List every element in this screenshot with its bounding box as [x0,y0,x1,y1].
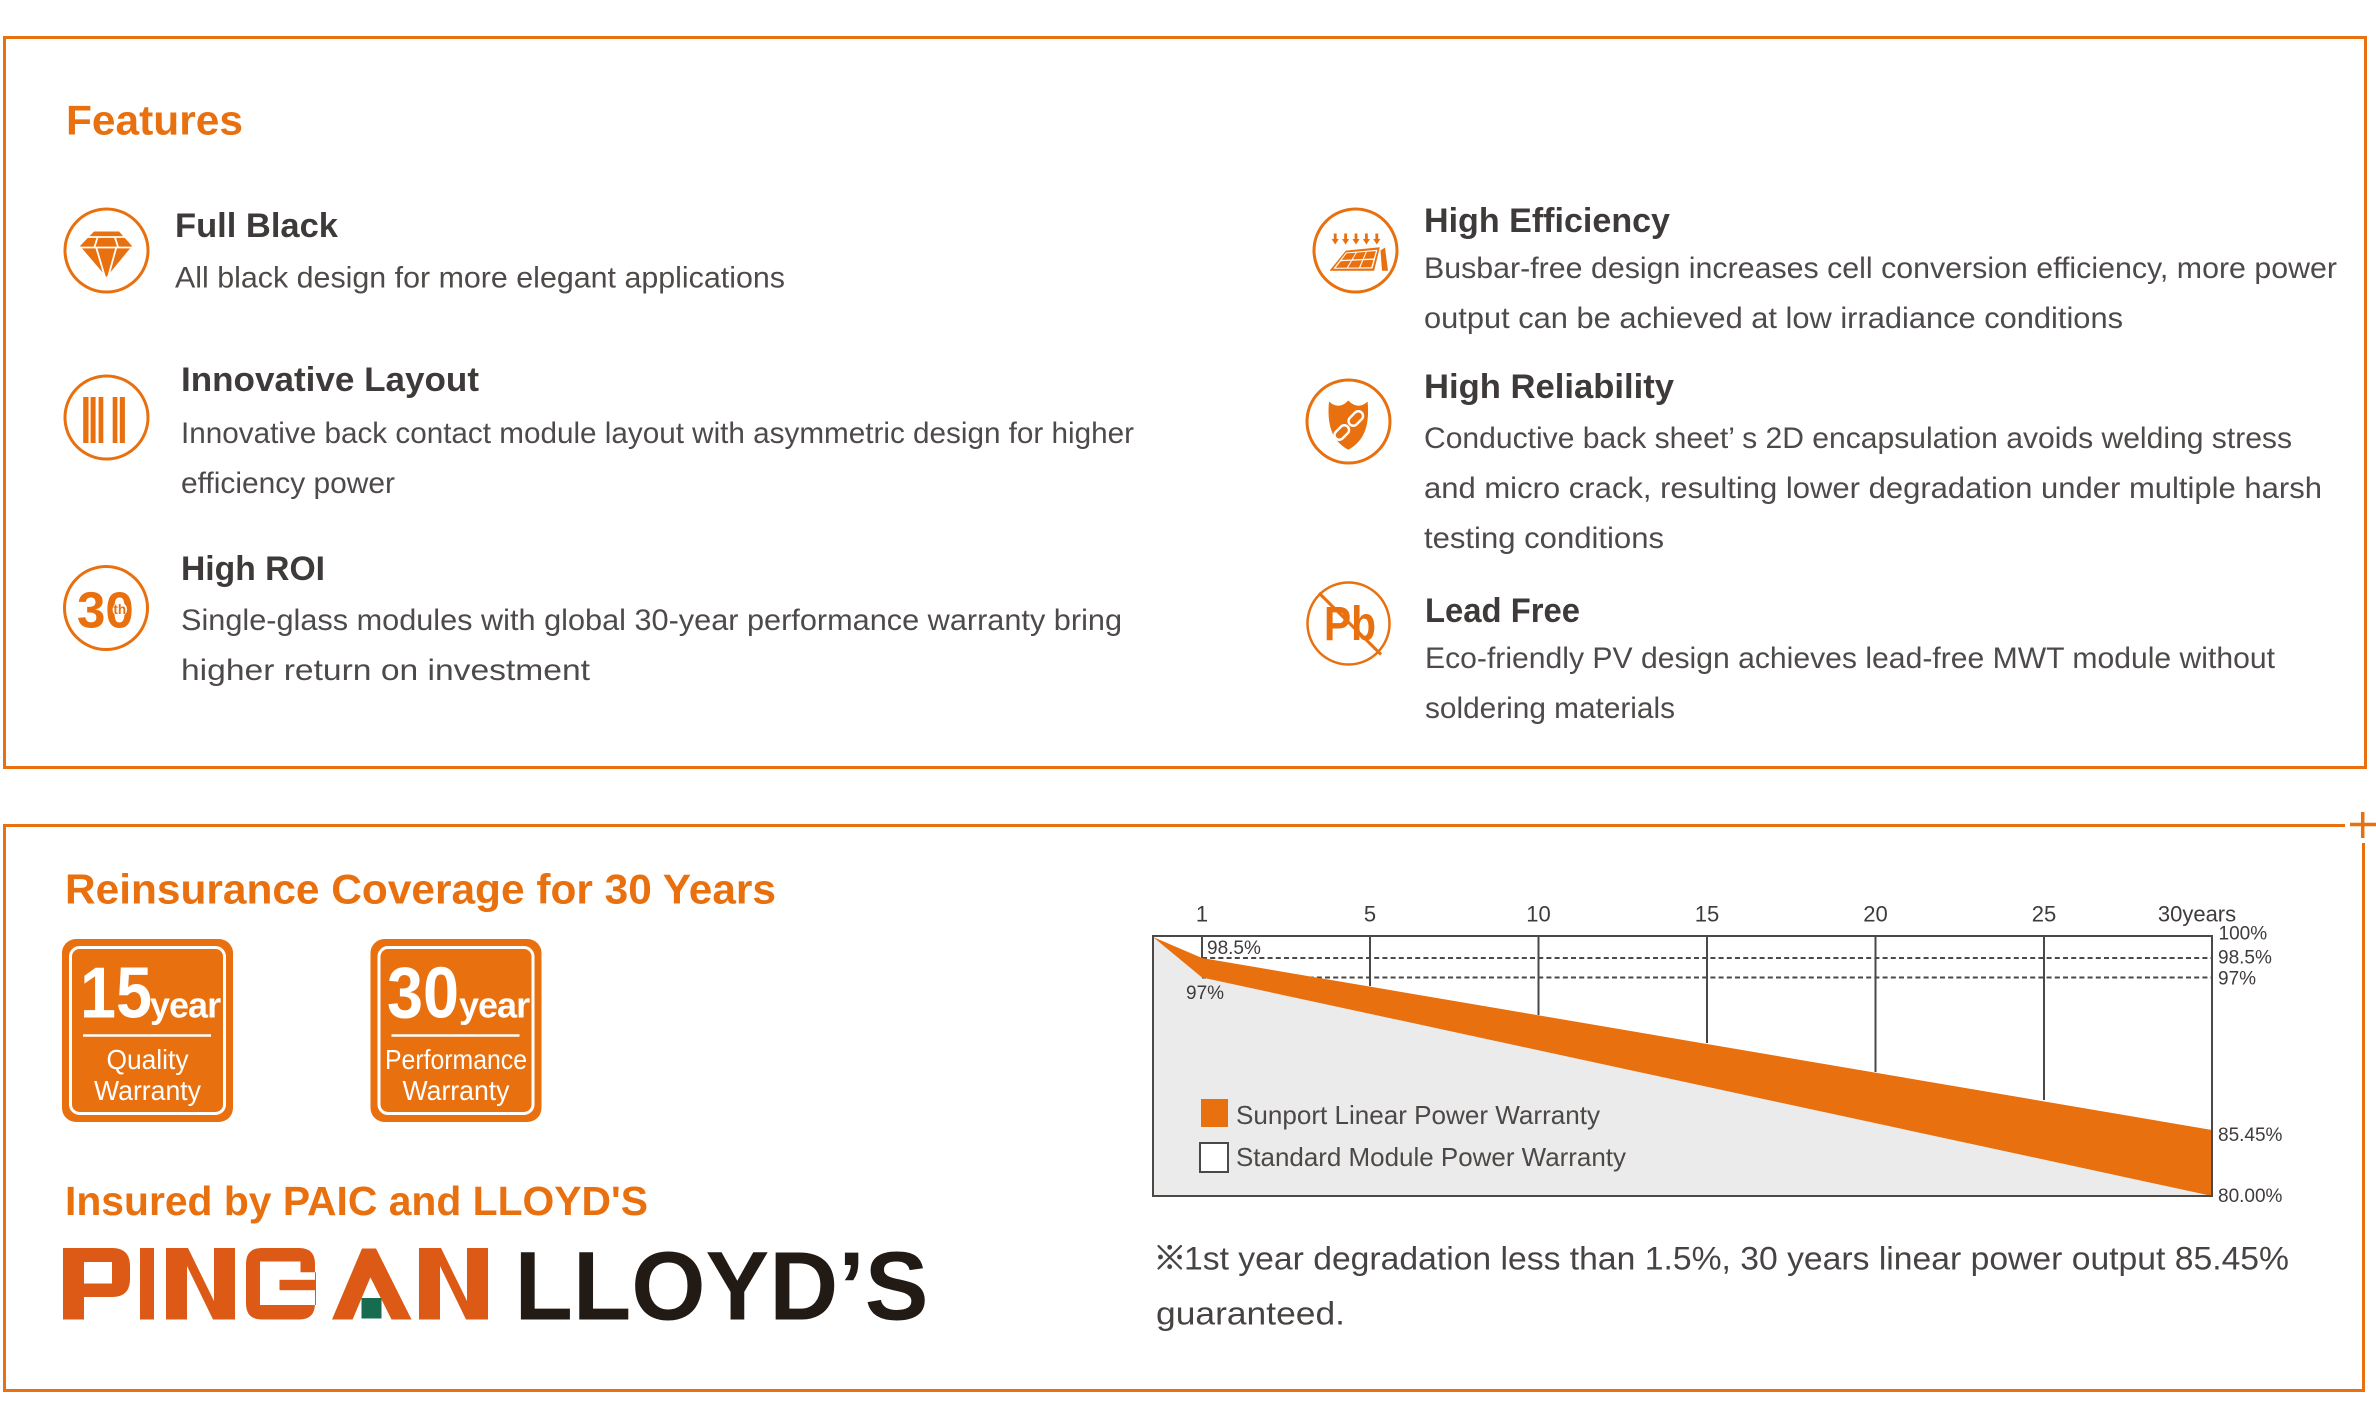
svg-text:testing conditions: testing conditions [1424,522,1664,555]
svg-text:Conductive back sheet’ s 2D en: Conductive back sheet’ s 2D encapsulatio… [1424,422,2292,455]
svg-text:year: year [459,985,530,1026]
svg-text:Performance: Performance [385,1044,527,1075]
svg-text:Innovative Layout: Innovative Layout [181,361,479,399]
svg-text:15: 15 [80,954,152,1034]
svg-text:Innovative back contact module: Innovative back contact module layout wi… [181,417,1134,450]
svg-text:Busbar-free design increases c: Busbar-free design increases cell conver… [1424,252,2337,285]
svg-text:and micro crack, resulting low: and micro crack, resulting lower degrada… [1424,472,2322,505]
svg-text:98.5%: 98.5% [1207,938,1261,959]
svg-text:20: 20 [1863,902,1887,927]
svg-text:Features: Features [66,96,243,143]
svg-text:85.45%: 85.45% [2218,1125,2283,1146]
svg-text:Single-glass modules with glob: Single-glass modules with global 30-year… [181,604,1122,637]
svg-text:th: th [113,602,126,617]
svg-text:Standard Module Power Warranty: Standard Module Power Warranty [1236,1142,1626,1172]
svg-text:guaranteed.: guaranteed. [1156,1296,1345,1332]
svg-text:higher return on investment: higher return on investment [181,654,591,687]
svg-text:30years: 30years [2158,902,2236,927]
svg-text:10: 10 [1526,902,1550,927]
svg-text:Eco-friendly PV design achieve: Eco-friendly PV design achieves lead-fre… [1425,642,2276,675]
svg-text:Pb: Pb [1324,598,1376,651]
svg-text:soldering materials: soldering materials [1425,692,1675,725]
svg-text:High Efficiency: High Efficiency [1424,202,1670,240]
svg-text:Sunport Linear Power Warranty: Sunport Linear Power Warranty [1236,1100,1600,1130]
svg-text:efficiency power: efficiency power [181,467,395,500]
svg-text:25: 25 [2032,902,2056,927]
svg-text:Quality: Quality [107,1044,189,1075]
svg-text:30: 30 [387,954,459,1034]
svg-text:97%: 97% [1186,983,1224,1004]
svg-text:97%: 97% [2218,969,2256,990]
svg-text:LLOYD’S: LLOYD’S [515,1232,929,1341]
svg-text:15: 15 [1695,902,1719,927]
svg-text:1: 1 [1196,902,1208,927]
svg-text:Warranty: Warranty [403,1075,510,1106]
svg-text:year: year [150,985,221,1026]
svg-text:1st year degradation less than: 1st year degradation less than 1.5%, 30 … [1184,1241,2289,1277]
svg-text:High ROI: High ROI [181,550,325,588]
svg-text:output can be achieved at low: output can be achieved at low irradiance… [1424,302,2123,335]
svg-text:5: 5 [1364,902,1376,927]
svg-text:100%: 100% [2219,924,2268,945]
svg-text:98.5%: 98.5% [2218,948,2272,969]
svg-text:80.00%: 80.00% [2218,1186,2283,1207]
svg-text:High Reliability: High Reliability [1424,368,1674,406]
svg-text:Reinsurance Coverage for 30 Ye: Reinsurance Coverage for 30 Years [65,866,776,913]
svg-text:Lead Free: Lead Free [1425,592,1580,630]
svg-text:Warranty: Warranty [94,1075,201,1106]
svg-text:Insured by PAIC and LLOYD'S: Insured by PAIC and LLOYD'S [65,1178,648,1224]
svg-text:All black design for more eleg: All black design for more elegant applic… [175,262,785,295]
svg-text:Full Black: Full Black [175,207,338,245]
